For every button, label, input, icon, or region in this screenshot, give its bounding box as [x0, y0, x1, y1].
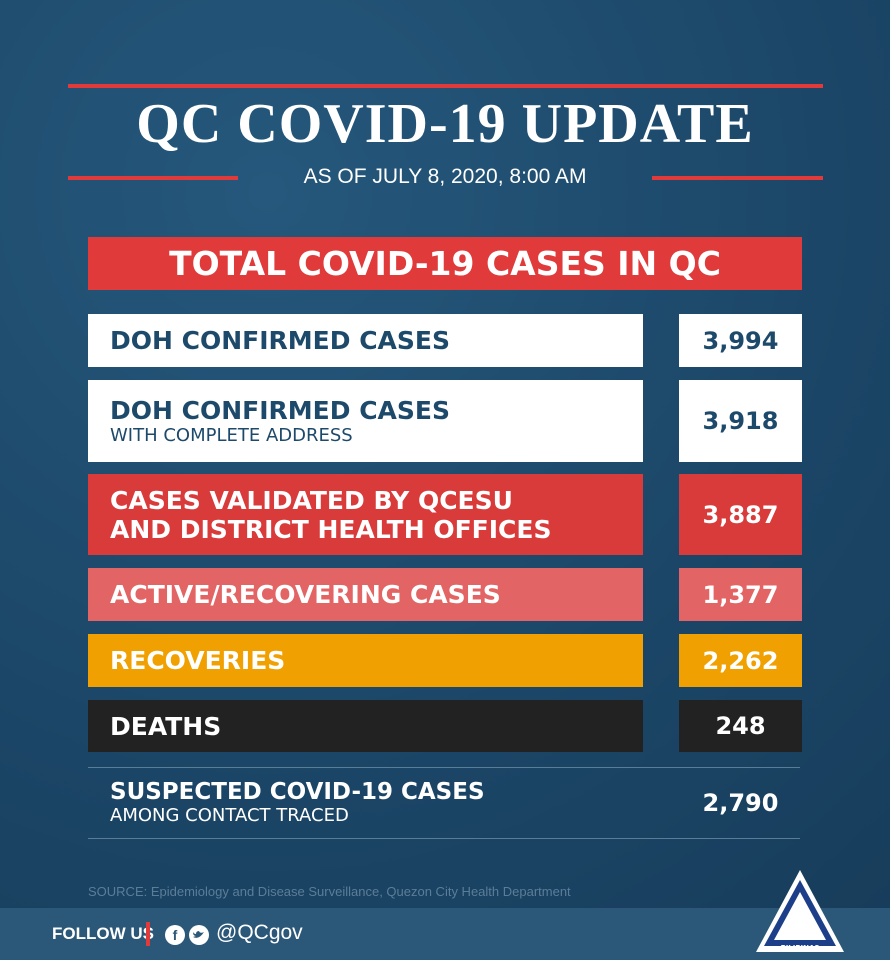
title: QC COVID-19 UPDATE — [136, 93, 754, 155]
follow-us: FOLLOW US — [52, 924, 154, 943]
row-frame — [88, 767, 800, 839]
row-label: RECOVERIES — [88, 634, 643, 687]
footer: FOLLOW US f @QCgov PILIPINAS — [0, 870, 890, 960]
section-title: TOTAL COVID-19 CASES IN QC — [88, 237, 802, 290]
logo-text: PILIPINAS — [781, 944, 820, 952]
row-value: 1,377 — [679, 568, 802, 621]
label: ACTIVE/RECOVERING CASES — [110, 580, 501, 609]
subtitle: AS OF JULY 8, 2020, 8:00 AM — [303, 165, 587, 188]
rule — [68, 84, 823, 88]
row-value: 3,994 — [679, 314, 802, 367]
label: RECOVERIES — [110, 646, 286, 675]
source: SOURCE: Epidemiology and Disease Surveil… — [88, 884, 571, 899]
row-value: 3,887 — [679, 474, 802, 555]
row-label: ACTIVE/RECOVERING CASES — [88, 568, 643, 621]
row-label: CASES VALIDATED BY QCESU AND DISTRICT HEA… — [88, 474, 643, 555]
label: DOH CONFIRMED CASES — [110, 326, 450, 355]
handle[interactable]: @QCgov — [216, 921, 303, 944]
row-value: 2,790 — [702, 789, 779, 817]
label: CASES VALIDATED BY QCESU — [110, 485, 513, 515]
rule — [652, 176, 823, 180]
row-label: SUSPECTED COVID-19 CASES AMONG CONTACT TR… — [88, 768, 643, 838]
social-icons[interactable]: f — [164, 924, 212, 946]
label: DEATHS — [110, 711, 222, 741]
row-label: DEATHS — [88, 700, 643, 752]
label: AND DISTRICT HEALTH OFFICES — [110, 514, 552, 544]
svg-text:f: f — [173, 927, 178, 943]
row-value: 3,918 — [679, 380, 802, 462]
divider — [146, 922, 150, 946]
label: DOH CONFIRMED CASES — [110, 395, 450, 425]
row-value: 2,262 — [679, 634, 802, 687]
label: SUSPECTED COVID-19 CASES — [110, 779, 485, 805]
row-label: DOH CONFIRMED CASES — [88, 314, 643, 367]
sublabel: WITH COMPLETE ADDRESS — [110, 424, 353, 446]
logo: PILIPINAS — [756, 870, 844, 952]
sublabel: AMONG CONTACT TRACED — [110, 805, 349, 826]
rule — [68, 176, 238, 180]
row-value: 248 — [679, 700, 802, 752]
row-label: DOH CONFIRMED CASES WITH COMPLETE ADDRESS — [88, 380, 643, 462]
